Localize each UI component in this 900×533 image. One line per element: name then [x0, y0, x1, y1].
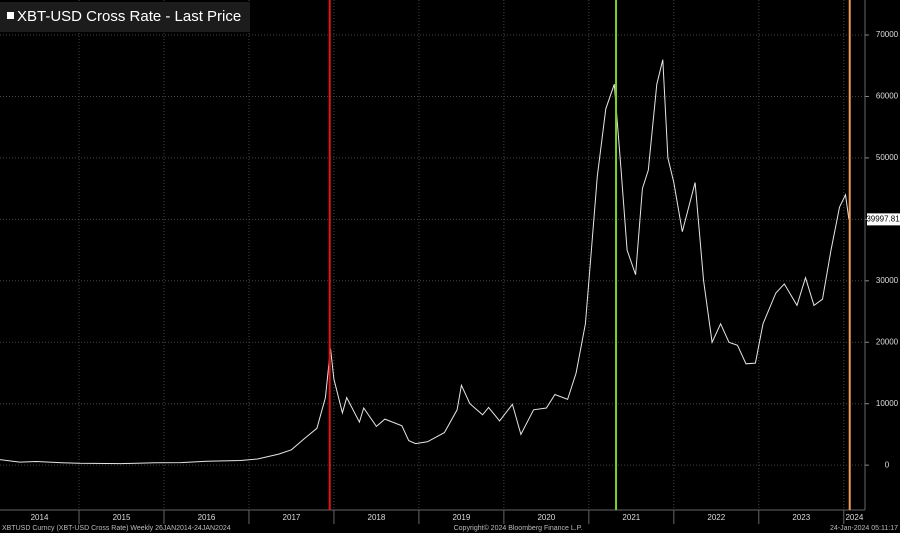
x-tick-label: 2023: [792, 513, 810, 522]
x-tick-label: 2016: [198, 513, 216, 522]
last-price-label: 39997.81: [866, 214, 900, 223]
legend-swatch: [7, 12, 14, 19]
footer-center: Copyright© 2024 Bloomberg Finance L.P.: [454, 524, 583, 532]
x-tick-label: 2024: [845, 513, 863, 522]
footer-left: XBTUSD Curncy (XBT-USD Cross Rate) Weekl…: [2, 525, 231, 532]
x-tick-label: 2015: [113, 513, 131, 522]
y-tick-label: 70000: [876, 30, 899, 39]
y-tick-label: 10000: [876, 399, 899, 408]
price-line: [0, 59, 850, 465]
footer-right: 24-Jan-2024 05:11:17: [830, 525, 898, 532]
x-tick-label: 2019: [452, 513, 470, 522]
y-tick-label: 60000: [876, 92, 899, 101]
x-tick-label: 2020: [537, 513, 555, 522]
x-tick-label: 2014: [31, 513, 49, 522]
y-tick-label: 30000: [876, 276, 899, 285]
x-tick-label: 2017: [283, 513, 301, 522]
x-tick-label: 2018: [368, 513, 386, 522]
x-tick-label: 2022: [707, 513, 725, 522]
y-tick-label: 20000: [876, 337, 899, 346]
last-price-box: [867, 213, 900, 226]
chart-title: XBT-USD Cross Rate - Last Price: [17, 8, 241, 25]
y-tick-label: 0: [885, 460, 890, 469]
title-box: [0, 2, 250, 32]
y-tick-label: 50000: [876, 153, 899, 162]
x-tick-label: 2021: [622, 513, 640, 522]
